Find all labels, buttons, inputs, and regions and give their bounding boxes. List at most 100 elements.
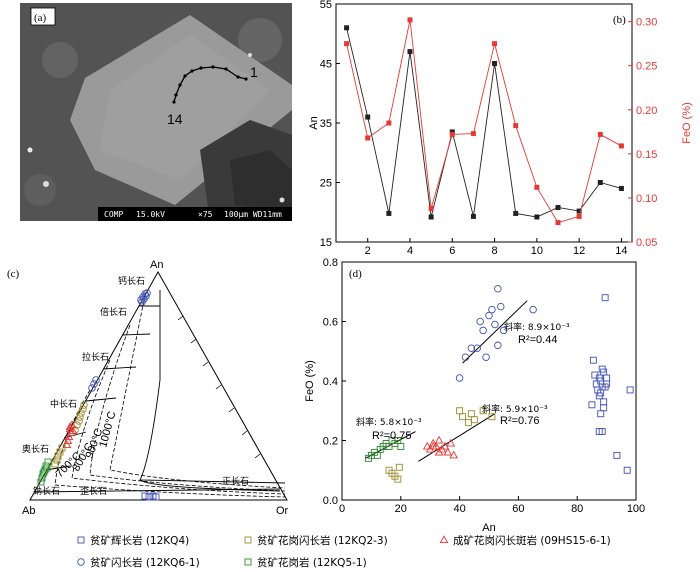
b-xtick-label: 2 <box>365 245 371 257</box>
d-point <box>601 294 609 302</box>
d-point <box>485 311 493 320</box>
b-xtick-label: 10 <box>531 245 543 257</box>
b-point <box>449 129 455 135</box>
d-slope-label: 斜率: 8.9×10⁻³ <box>504 321 570 333</box>
d-point <box>434 435 444 444</box>
legend-marker <box>439 535 449 544</box>
d-point <box>428 438 438 447</box>
legend-marker <box>77 558 85 566</box>
b-ytick-left-label: 35 <box>320 118 332 130</box>
spot-traverse <box>173 66 247 103</box>
d-point <box>394 475 402 483</box>
d-ytick-label: 0.6 <box>323 317 338 329</box>
scalebar-mag: ×75 <box>198 210 213 219</box>
b-point <box>470 213 476 219</box>
d-slope-label: 斜率: 5.9×10⁻³ <box>482 403 548 415</box>
ternary-point <box>56 448 64 456</box>
d-point <box>488 305 496 314</box>
ternary-point <box>66 428 76 437</box>
b-point <box>386 210 392 216</box>
d-point <box>449 450 459 459</box>
d-ytick-label: 0.2 <box>323 436 338 448</box>
d-point <box>473 344 481 353</box>
b-point <box>428 214 434 220</box>
d-xtick-label: 0 <box>339 503 345 515</box>
d-xtick-label: 20 <box>395 503 407 515</box>
ternary-point <box>65 422 75 431</box>
b-ytick-right-label: 0.15 <box>636 149 657 161</box>
panel-b: 2 4 6 8 10 12 14 15 25 35 45 55 0.05 0.10 0.15 0.20 0.25… <box>308 0 693 257</box>
b-ytick-right-label: 0.05 <box>636 237 657 249</box>
field-anorthoclase: 歪长石 <box>80 485 107 497</box>
d-point <box>499 326 508 335</box>
panel-d-frame <box>341 261 637 501</box>
d-xtick-label: 40 <box>453 503 465 515</box>
b-ytick-left-label: 45 <box>320 59 332 71</box>
d-ytick-label: 0.4 <box>323 376 338 388</box>
panel-b-frame <box>335 3 633 243</box>
b-ytick-left-label: 15 <box>320 237 332 249</box>
d-point <box>598 428 606 436</box>
ternary-point <box>141 492 149 500</box>
b-ytick-right-label: 0.25 <box>636 61 657 73</box>
ternary-point <box>43 464 51 472</box>
b-point <box>513 210 519 216</box>
legend: 贫矿辉长岩 (12KQ4) 贫矿花岗闪长岩 (12KQ2-3) 成矿花岗闪长斑岩 (… <box>77 534 611 569</box>
ternary-point <box>51 460 59 468</box>
ternary-point <box>39 470 47 478</box>
b-point <box>555 220 561 226</box>
d-ytick-label: 0.0 <box>323 495 338 507</box>
panel-d-label: (d) <box>349 268 362 280</box>
d-xtick-label: 100 <box>627 503 645 515</box>
ternary-point <box>143 289 151 297</box>
ternary-point <box>145 493 153 501</box>
ternary-ticks <box>177 315 261 459</box>
d-point <box>461 353 470 361</box>
legend-label: 贫矿花岗闪长岩 (12KQ2-3) <box>257 534 388 547</box>
b-ytick-left-label: 55 <box>320 0 332 11</box>
d-point <box>434 447 444 456</box>
b-series-line <box>346 27 622 218</box>
b-ytick-right-label: 0.30 <box>636 17 657 29</box>
d-point <box>479 407 487 415</box>
field-bytownite: 倍长石 <box>100 306 127 318</box>
legend-label: 贫矿花岗岩 (12KQ5-1) <box>257 556 367 569</box>
d-r2-label: R²=0.75 <box>372 430 411 442</box>
b-point <box>365 135 371 141</box>
b-point <box>428 206 434 212</box>
b-point <box>534 184 540 190</box>
legend-marker <box>244 558 252 566</box>
d-r2-label: R²=0.76 <box>500 415 539 427</box>
d-slope-label: 斜率: 5.8×10⁻³ <box>356 416 422 428</box>
field-sanidine: 正长石 <box>222 475 249 487</box>
b-point <box>618 143 624 149</box>
b-point <box>449 131 455 137</box>
b-point <box>386 120 392 126</box>
ternary-point <box>92 376 100 384</box>
legend-marker <box>244 536 252 544</box>
b-point <box>576 208 582 214</box>
ternary-point <box>137 296 145 304</box>
d-point <box>626 386 634 394</box>
scalebar-kv: 15.0kV <box>136 210 165 219</box>
b-xtick-label: 12 <box>573 245 585 257</box>
panel-c: (c) An Ab Or 1000°C 900°C 800°C 700°C <box>7 259 289 517</box>
d-point <box>491 320 499 329</box>
ternary-point <box>152 493 160 501</box>
apex-or: Or <box>276 505 289 517</box>
d-point <box>529 305 537 314</box>
d-point <box>455 374 464 382</box>
b-point <box>513 123 519 129</box>
d-point <box>600 404 608 412</box>
panel-a-label: (a) <box>34 12 47 24</box>
legend-label: 贫矿辉长岩 (12KQ4) <box>90 534 189 547</box>
d-point <box>600 398 608 406</box>
b-point <box>492 61 498 66</box>
b-ylabel-right: FeO (%) <box>681 102 693 144</box>
b-ytick-right-label: 0.10 <box>636 193 657 205</box>
legend-label: 成矿花岗闪长斑岩 (09HS15-6-1) <box>453 534 611 547</box>
ternary-point <box>41 466 49 474</box>
d-point <box>459 413 466 421</box>
d-xtick-label: 80 <box>571 503 583 515</box>
